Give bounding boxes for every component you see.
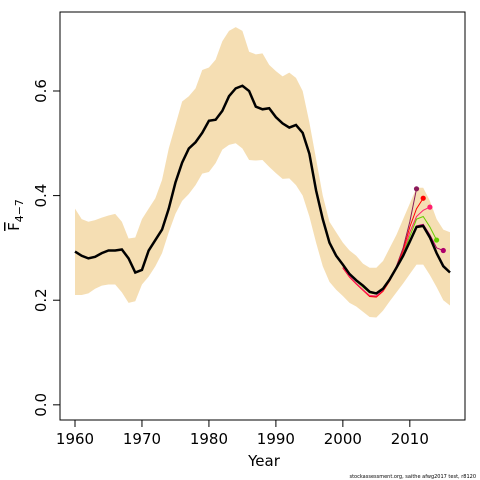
retro-endpoint — [434, 237, 440, 243]
x-tick-label: 1980 — [190, 430, 228, 448]
y-tick-label: 0.0 — [32, 393, 50, 417]
x-tick-label: 1990 — [257, 430, 295, 448]
x-tick-label: 2000 — [324, 430, 362, 448]
x-tick-label: 1970 — [123, 430, 161, 448]
x-axis-label: Year — [247, 452, 281, 470]
y-label-sub: 4−7 — [13, 199, 26, 222]
retro-endpoint — [427, 204, 433, 210]
y-tick-label: 0.2 — [32, 288, 50, 312]
y-tick-label: 0.6 — [32, 79, 50, 103]
y-axis-label: F4−7 — [5, 199, 26, 231]
retro-endpoint — [440, 247, 446, 254]
main-line — [74, 84, 451, 295]
retro-endpoint — [413, 186, 420, 192]
x-tick-label: 2010 — [391, 430, 429, 448]
plot-area — [74, 27, 451, 318]
footnote: stockassessment.org, saithe afwg2017 tes… — [349, 474, 476, 480]
y-axis-label-group: F4−7 — [5, 199, 26, 231]
y-label-main: F — [5, 222, 23, 231]
y-tick-label: 0.4 — [32, 184, 50, 208]
retro-endpoint — [420, 195, 426, 201]
x-tick-label: 1960 — [56, 430, 94, 448]
plot-frame — [59, 11, 466, 421]
confidence-band — [75, 27, 450, 318]
